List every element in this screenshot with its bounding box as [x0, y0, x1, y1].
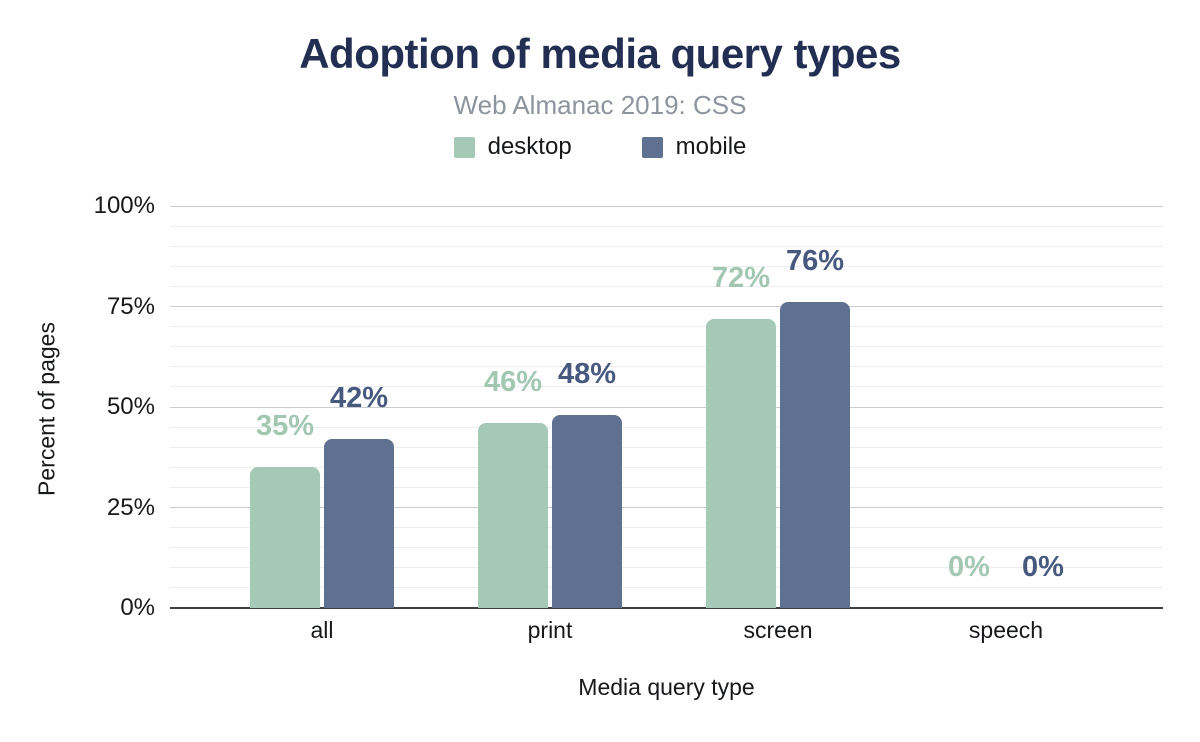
minor-gridline: [170, 446, 1163, 448]
bar-value-label-mobile-speech: 0%: [1022, 551, 1064, 583]
x-tick-label-speech: speech: [968, 617, 1044, 643]
legend-label-desktop: desktop: [487, 133, 572, 160]
bar-value-label-desktop-print: 46%: [483, 366, 543, 399]
minor-gridline: [170, 426, 1163, 428]
minor-gridline: [170, 567, 1163, 569]
x-tick-label-all: all: [310, 617, 334, 643]
bar-value-label-mobile-screen: 76%: [785, 245, 845, 278]
minor-gridline: [170, 285, 1163, 287]
x-tick-label-print: print: [527, 617, 573, 643]
bar-value-label-desktop-screen: 72%: [711, 261, 771, 294]
minor-gridline: [170, 527, 1163, 529]
major-gridline: [170, 507, 1163, 508]
minor-gridline: [170, 326, 1163, 328]
legend-item-desktop: desktop: [453, 133, 572, 161]
bar-mobile-screen: [780, 302, 850, 608]
major-gridline: [170, 406, 1163, 408]
legend-item-mobile: mobile: [641, 133, 747, 161]
y-tick-label: 100%: [93, 192, 155, 219]
bar-mobile-print: [552, 415, 622, 608]
minor-gridline: [170, 466, 1163, 468]
minor-gridline: [170, 587, 1163, 589]
legend-swatch-desktop: [453, 136, 475, 158]
minor-gridline: [170, 366, 1163, 368]
major-gridline: [170, 306, 1163, 307]
minor-gridline: [170, 346, 1163, 348]
y-tick-label: 25%: [106, 493, 155, 521]
x-axis-title: Media query type: [578, 674, 755, 700]
minor-gridline: [170, 245, 1163, 247]
chart-subtitle: Web Almanac 2019: CSS: [453, 90, 747, 120]
bar-value-label-desktop-speech: 0%: [948, 551, 990, 583]
minor-gridline: [170, 225, 1163, 227]
minor-gridline: [170, 386, 1163, 388]
minor-gridline: [170, 486, 1163, 488]
bar-value-label-desktop-all: 35%: [255, 410, 315, 443]
x-tick-label-screen: screen: [743, 617, 813, 643]
x-axis-line: [170, 607, 1163, 609]
bar-value-label-mobile-all: 42%: [329, 382, 389, 415]
y-tick-label: 0%: [120, 594, 155, 621]
minor-gridline: [170, 547, 1163, 549]
bar-desktop-print: [478, 423, 548, 608]
y-axis-ticks: 0% 25% 50% 75% 100%: [0, 194, 155, 620]
y-tick-label: 75%: [106, 292, 155, 320]
minor-gridline: [170, 265, 1163, 267]
y-tick-label: 50%: [106, 393, 155, 420]
legend-label-mobile: mobile: [675, 133, 747, 160]
bar-desktop-all: [250, 467, 320, 608]
bar-value-label-mobile-print: 48%: [557, 358, 617, 391]
chart-title: Adoption of media query types: [299, 30, 901, 77]
plot-area: 35% 42% 46% 48% 72% 76% 0% 0%: [170, 205, 1163, 609]
x-axis-ticks: all print screen speech: [170, 617, 1163, 647]
major-gridline: [170, 205, 1163, 207]
legend: desktop mobile: [0, 133, 1200, 161]
bar-desktop-screen: [706, 318, 776, 608]
bar-mobile-all: [324, 439, 394, 608]
legend-swatch-mobile: [641, 136, 663, 158]
